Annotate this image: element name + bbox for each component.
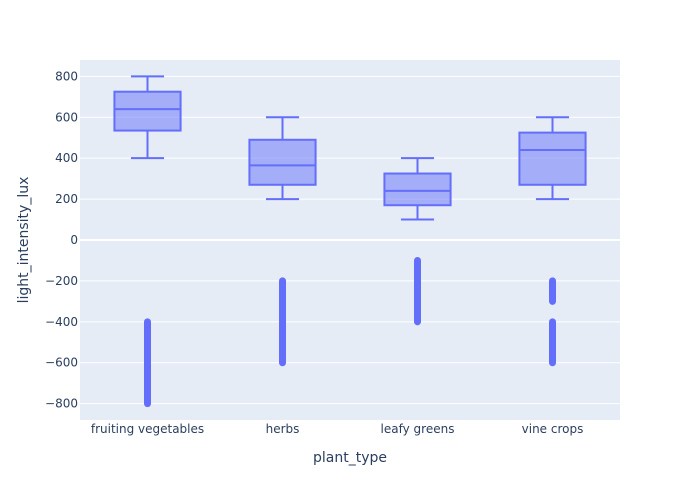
y-axis-ticks: −800 −600 −400 −200 0 200 400 600 800 bbox=[45, 69, 78, 410]
y-tick-label: 400 bbox=[55, 151, 78, 165]
y-tick-label: −800 bbox=[45, 397, 78, 411]
y-tick-label: −400 bbox=[45, 315, 78, 329]
y-tick-label: 0 bbox=[70, 233, 78, 247]
box-fruiting-vegetables bbox=[113, 75, 182, 160]
iqr-box bbox=[518, 131, 587, 186]
y-tick-label: 200 bbox=[55, 192, 78, 206]
x-axis-ticks: fruiting vegetables herbs leafy greens vine… bbox=[91, 422, 584, 436]
x-tick-label: vine crops bbox=[522, 422, 584, 436]
box-herbs bbox=[248, 116, 317, 201]
outlier-points bbox=[144, 256, 556, 408]
y-tick-label: −600 bbox=[45, 356, 78, 370]
x-tick-label: fruiting vegetables bbox=[91, 422, 204, 436]
y-tick-label: 800 bbox=[55, 69, 78, 83]
x-tick-label: herbs bbox=[266, 422, 300, 436]
iqr-box bbox=[113, 90, 182, 132]
x-tick-label: leafy greens bbox=[381, 422, 455, 436]
iqr-box bbox=[383, 172, 452, 207]
box-leafy-greens bbox=[383, 157, 452, 221]
y-axis-title: light_intensity_lux bbox=[16, 177, 32, 304]
box-vine-crops bbox=[518, 116, 587, 201]
boxes bbox=[113, 75, 587, 221]
iqr-box bbox=[248, 138, 317, 186]
y-tick-label: 600 bbox=[55, 110, 78, 124]
x-axis-title: plant_type bbox=[313, 450, 387, 466]
y-tick-label: −200 bbox=[45, 274, 78, 288]
